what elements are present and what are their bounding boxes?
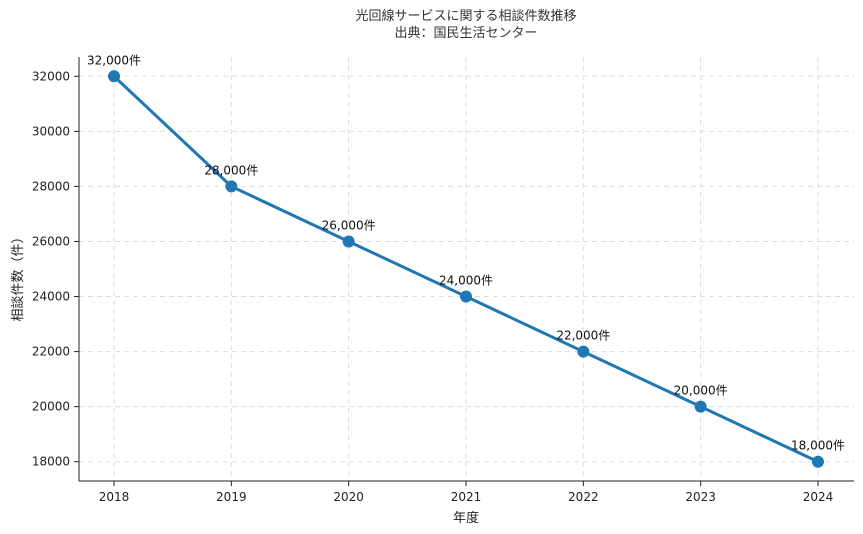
data-point xyxy=(342,235,355,248)
y-tick-label: 28000 xyxy=(32,179,70,193)
x-tick-label: 2019 xyxy=(216,490,247,504)
x-tick-label: 2024 xyxy=(803,490,834,504)
data-point xyxy=(460,290,472,303)
data-point xyxy=(577,345,590,358)
x-tick-label: 2022 xyxy=(568,490,599,504)
data-labels: 32,000件 28,000件 26,000件 24,000件 22,000件 20,00… xyxy=(87,53,845,452)
x-tick-label: 2021 xyxy=(451,490,482,504)
y-tick-label: 20000 xyxy=(32,400,70,414)
x-tick-label: 2020 xyxy=(333,490,364,504)
y-tick-label: 32000 xyxy=(32,69,70,83)
data-point xyxy=(225,180,238,193)
data-point xyxy=(812,455,824,468)
data-point xyxy=(694,400,707,413)
data-points xyxy=(108,70,824,468)
y-tick-label: 26000 xyxy=(32,234,70,248)
x-axis-ticks: 2018 2019 2020 2021 2022 2023 2024 xyxy=(99,481,834,504)
y-tick-label: 18000 xyxy=(32,455,70,469)
data-label: 18,000件 xyxy=(791,439,845,453)
x-tick-label: 2018 xyxy=(99,490,130,504)
y-tick-label: 30000 xyxy=(32,124,70,138)
y-axis-label: 相談件数（件） xyxy=(10,230,26,321)
chart-subtitle: 出典：国民生活センター xyxy=(394,26,537,41)
y-axis-ticks: 18000 20000 22000 24000 26000 28000 30000 32000 xyxy=(32,69,79,469)
data-label: 20,000件 xyxy=(674,384,728,398)
x-tick-label: 2023 xyxy=(685,490,716,504)
y-tick-label: 24000 xyxy=(32,290,70,304)
data-label: 26,000件 xyxy=(322,218,376,232)
x-axis-label: 年度 xyxy=(453,510,479,526)
data-label: 28,000件 xyxy=(204,163,258,177)
data-point xyxy=(108,70,120,83)
data-label: 22,000件 xyxy=(556,329,610,343)
x-grid-lines xyxy=(113,57,819,481)
chart-title: 光回線サービスに関する相談件数推移 xyxy=(355,8,576,24)
data-label: 32,000件 xyxy=(87,53,141,67)
y-tick-label: 22000 xyxy=(32,345,70,359)
y-grid-lines xyxy=(79,75,854,463)
data-label: 24,000件 xyxy=(439,274,493,288)
